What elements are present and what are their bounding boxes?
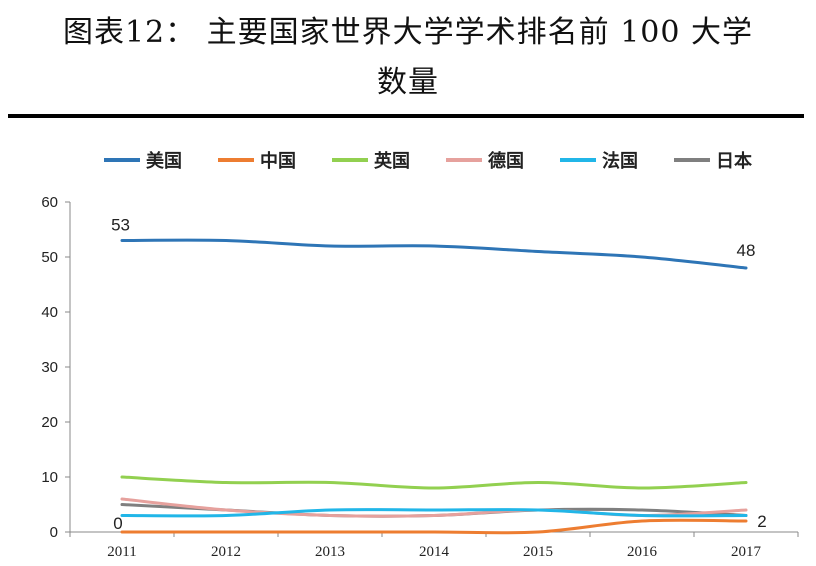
legend-label: 法国 <box>602 150 638 172</box>
series-line-3 <box>120 475 748 490</box>
x-tick-label: 2014 <box>419 544 450 560</box>
y-tick-label: 0 <box>50 524 58 541</box>
series-line-5 <box>120 508 748 518</box>
series-line-2 <box>120 518 748 535</box>
title-divider <box>8 114 804 118</box>
x-tick-label: 2013 <box>315 544 345 560</box>
data-label: 0 <box>113 514 122 533</box>
x-tick-label: 2011 <box>107 544 136 560</box>
y-tick-label: 20 <box>41 414 58 431</box>
x-axis: 2011 2012 2013 2014 2015 2016 2017 <box>69 531 799 560</box>
y-tick-label: 50 <box>41 249 58 266</box>
figure-title-line1: 图表12： 主要国家世界大学学术排名前 100 大学 <box>62 15 754 50</box>
legend: 美国 中国 英国 德国 法国 日本 <box>104 150 752 172</box>
x-tick-label: 2012 <box>211 544 241 560</box>
figure-title-line2: 数量 <box>377 65 439 100</box>
series-line-4 <box>120 497 748 518</box>
legend-label: 德国 <box>488 150 524 172</box>
series-lines <box>120 238 748 535</box>
y-axis: 0 10 20 30 40 50 60 <box>41 194 71 541</box>
data-label: 48 <box>737 241 756 260</box>
y-tick-label: 30 <box>41 359 58 376</box>
x-tick-label: 2016 <box>627 544 658 560</box>
y-tick-label: 40 <box>41 304 58 321</box>
legend-label: 中国 <box>260 150 296 172</box>
data-label: 53 <box>111 216 130 235</box>
data-labels: 53 48 0 2 <box>111 216 767 534</box>
data-label: 2 <box>757 512 766 531</box>
y-tick-label: 60 <box>41 194 58 211</box>
x-tick-label: 2015 <box>523 544 553 560</box>
x-tick-label: 2017 <box>731 544 762 560</box>
legend-label: 英国 <box>373 150 410 172</box>
series-line-1 <box>120 238 748 270</box>
figure-title: 图表12： 主要国家世界大学学术排名前 100 大学 数量 <box>0 8 816 108</box>
legend-label: 日本 <box>716 150 752 172</box>
legend-label: 美国 <box>146 150 182 172</box>
y-tick-label: 10 <box>41 469 58 486</box>
